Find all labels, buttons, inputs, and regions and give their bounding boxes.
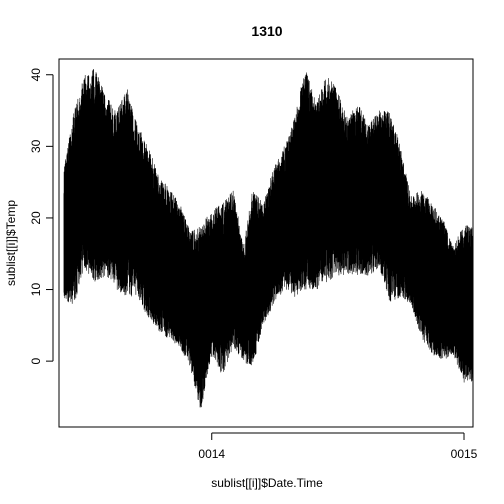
chart-title: 1310 bbox=[251, 23, 282, 39]
x-tick-label: 0014 bbox=[198, 447, 225, 461]
data-series bbox=[63, 69, 474, 408]
y-axis-label: sublist[[i]]$Temp bbox=[4, 200, 18, 286]
x-axis-label: sublist[[i]]$Date.Time bbox=[211, 476, 323, 490]
y-axis: 0 10 20 30 40 bbox=[29, 68, 54, 364]
y-tick-label: 0 bbox=[29, 357, 43, 364]
y-tick-label: 10 bbox=[29, 283, 43, 297]
y-tick-label: 40 bbox=[29, 68, 43, 82]
y-tick-label: 30 bbox=[29, 139, 43, 153]
y-tick-label: 20 bbox=[29, 211, 43, 225]
x-tick-label: 0015 bbox=[451, 447, 478, 461]
x-axis: 0014 0015 bbox=[198, 432, 478, 461]
series-line-0 bbox=[63, 69, 474, 408]
